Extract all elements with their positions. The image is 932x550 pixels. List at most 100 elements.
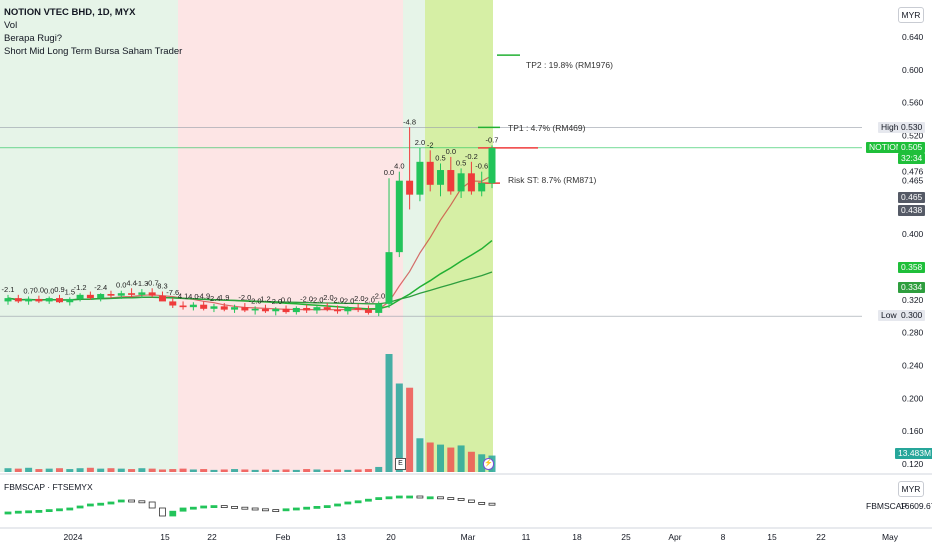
volume-bar bbox=[107, 468, 115, 472]
subpanel-candle bbox=[323, 505, 331, 509]
y-tick-label: 0.320 bbox=[902, 295, 924, 305]
y-tick-label: 0.120 bbox=[902, 459, 924, 469]
volume-bar bbox=[66, 469, 74, 472]
candle-change-label: -2.0 bbox=[362, 296, 375, 305]
low-label: Low bbox=[878, 310, 900, 321]
volume-bar bbox=[231, 469, 239, 472]
price-438-tag: 0.438 bbox=[898, 205, 926, 216]
legend-title[interactable]: NOTION VTEC BHD, 1D, MYX bbox=[4, 7, 136, 18]
subpanel-candle bbox=[334, 503, 341, 507]
x-tick-label: 22 bbox=[816, 532, 826, 542]
candle-body bbox=[406, 180, 414, 195]
candle-change-label: -0.7 bbox=[146, 278, 159, 287]
candle-body bbox=[107, 294, 115, 296]
candle-body bbox=[66, 298, 74, 303]
risk-label: Risk ST: 8.7% (RM871) bbox=[508, 175, 597, 185]
lightning-icon[interactable]: ⚡ bbox=[483, 458, 494, 470]
volume-bar bbox=[334, 469, 342, 472]
subpanel-candle bbox=[231, 505, 238, 509]
legend-indicator-2[interactable]: Short Mid Long Term Bursa Saham Trader bbox=[4, 46, 183, 57]
subpanel-candle bbox=[262, 508, 269, 512]
candle-change-label: 0.0 bbox=[446, 147, 456, 156]
candle-body bbox=[375, 303, 383, 313]
subpanel-candle bbox=[128, 499, 135, 503]
candle-change-label: -0.6 bbox=[475, 162, 488, 171]
candle-change-label: -2.0 bbox=[269, 297, 282, 306]
volume-bar bbox=[313, 469, 321, 472]
y-tick-label: 0.600 bbox=[902, 65, 924, 75]
candle-change-label: 0.0 bbox=[34, 286, 44, 295]
subpanel-candle bbox=[303, 506, 311, 510]
volume-bar bbox=[272, 469, 280, 472]
candle-change-label: 4.4 bbox=[126, 278, 136, 287]
volume-bar bbox=[35, 469, 43, 472]
legend-indicator-1[interactable]: Berapa Rugi? bbox=[4, 33, 63, 44]
candle-change-label: -2.0 bbox=[372, 291, 385, 300]
volume-bar bbox=[210, 469, 218, 472]
volume-bar bbox=[395, 383, 403, 472]
y-tick-label: 0.200 bbox=[902, 393, 924, 403]
candle-change-label: 0.7 bbox=[23, 286, 33, 295]
currency-unit-top[interactable]: MYR bbox=[898, 7, 924, 23]
volume-bar bbox=[478, 454, 486, 472]
legend-volume[interactable]: Vol bbox=[4, 20, 18, 31]
candle-body bbox=[313, 307, 321, 311]
candle-change-label: -4.9 bbox=[197, 291, 210, 300]
candle-body bbox=[25, 298, 33, 302]
volume-bar bbox=[97, 468, 105, 472]
subpanel-candle bbox=[375, 497, 383, 501]
candle-change-label: 0.0 bbox=[281, 296, 291, 305]
candle-body bbox=[55, 298, 63, 303]
candle-body bbox=[261, 308, 269, 312]
subpanel-candle bbox=[35, 509, 43, 513]
volume-bar bbox=[158, 469, 166, 472]
candle-body bbox=[86, 294, 94, 299]
candle-body bbox=[35, 298, 43, 302]
candle-body bbox=[128, 293, 136, 295]
candle-change-label: -0.2 bbox=[465, 152, 478, 161]
subpanel-candle bbox=[210, 505, 218, 509]
volume-bar bbox=[447, 447, 455, 472]
subpanel-candle bbox=[86, 503, 94, 507]
volume-bar bbox=[200, 469, 208, 472]
candle-change-label: -2.0 bbox=[352, 294, 365, 303]
subpanel-candle bbox=[107, 501, 115, 505]
subpanel-title[interactable]: FBMSCAP · FTSEMYX bbox=[4, 482, 93, 492]
candle-change-label: -2.4 bbox=[207, 294, 220, 303]
volume-tag: 13.483M bbox=[895, 448, 932, 459]
volume-bar bbox=[251, 469, 259, 472]
volume-bar bbox=[189, 469, 197, 472]
candle-change-label: -2.0 bbox=[300, 295, 313, 304]
volume-bar bbox=[323, 469, 331, 472]
tp2-label: TP2 : 19.8% (RM1976) bbox=[526, 60, 613, 70]
zone-strong-bullish bbox=[425, 0, 493, 472]
earnings-icon[interactable]: E bbox=[395, 458, 406, 470]
subpanel-candle bbox=[25, 510, 32, 514]
candle-body bbox=[364, 309, 372, 313]
candle-body bbox=[467, 173, 475, 192]
candle-change-label: -2.1 bbox=[2, 285, 15, 294]
subpanel-candle bbox=[117, 499, 125, 503]
candle-body bbox=[158, 295, 166, 302]
currency-unit-bottom[interactable]: MYR bbox=[898, 481, 924, 497]
tp1-label: TP1 : 4.7% (RM469) bbox=[508, 123, 586, 133]
candle-body bbox=[148, 292, 156, 296]
candle-change-label: 0.0 bbox=[44, 286, 54, 295]
candle-body bbox=[241, 307, 249, 311]
volume-bar bbox=[86, 467, 94, 472]
subpanel-candle bbox=[189, 506, 197, 510]
subpanel-candle bbox=[478, 501, 486, 505]
candle-body bbox=[251, 308, 259, 311]
candle-change-label: 1.5 bbox=[65, 287, 75, 296]
candle-change-label: -2.0 bbox=[321, 293, 334, 302]
ma-fast-tag: 0.358 bbox=[898, 262, 926, 273]
y-tick-label: 0.560 bbox=[902, 98, 924, 108]
candle-body bbox=[303, 307, 311, 311]
candle-body bbox=[189, 304, 197, 308]
subpanel-candle bbox=[447, 497, 455, 501]
subpanel-candle bbox=[282, 508, 290, 512]
candle-change-label: -4.8 bbox=[403, 117, 416, 126]
volume-bar bbox=[437, 444, 445, 472]
volume-bar bbox=[117, 468, 125, 472]
